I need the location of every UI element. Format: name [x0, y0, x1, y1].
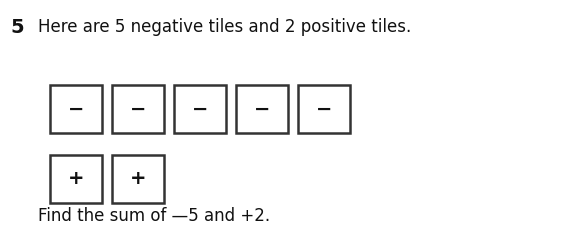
Text: −: − — [130, 100, 146, 119]
Text: −: − — [192, 100, 208, 119]
Text: +: + — [130, 169, 146, 188]
Text: 5: 5 — [10, 18, 23, 37]
FancyBboxPatch shape — [112, 155, 164, 203]
Text: −: − — [68, 100, 84, 119]
Text: +: + — [68, 169, 84, 188]
FancyBboxPatch shape — [50, 85, 102, 133]
Text: Here are 5 negative tiles and 2 positive tiles.: Here are 5 negative tiles and 2 positive… — [38, 18, 411, 36]
FancyBboxPatch shape — [298, 85, 350, 133]
Text: −: − — [316, 100, 332, 119]
FancyBboxPatch shape — [174, 85, 226, 133]
Text: Find the sum of —5 and +2.: Find the sum of —5 and +2. — [38, 207, 270, 225]
FancyBboxPatch shape — [236, 85, 288, 133]
Text: −: − — [254, 100, 270, 119]
FancyBboxPatch shape — [112, 85, 164, 133]
FancyBboxPatch shape — [50, 155, 102, 203]
